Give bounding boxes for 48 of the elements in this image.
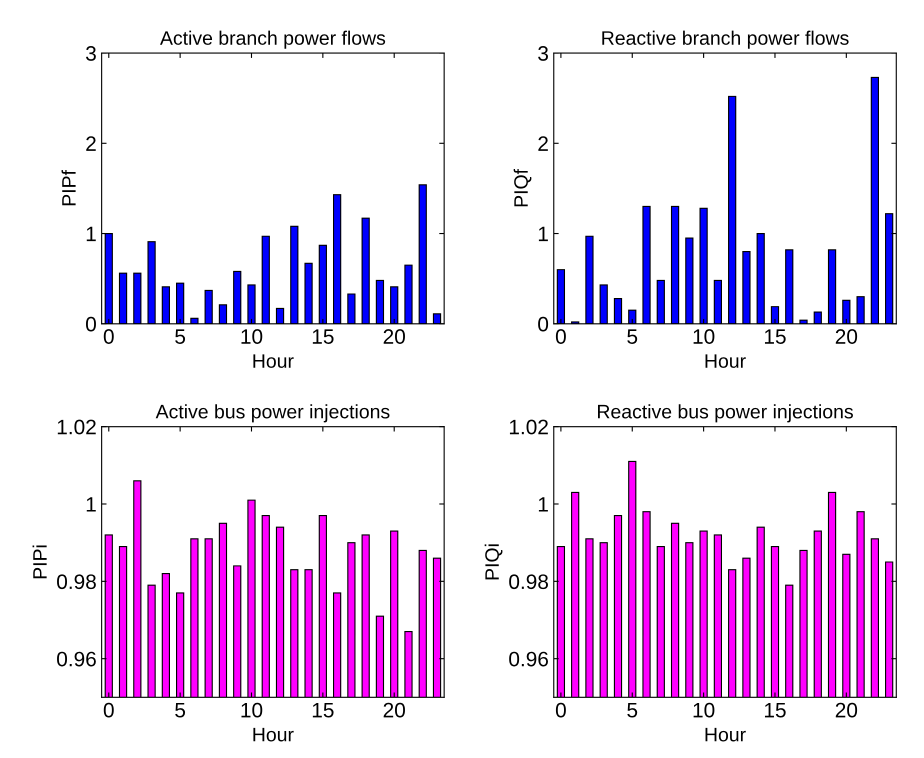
x-tick-label: 5: [175, 329, 186, 344]
x-tick-label: 15: [312, 702, 334, 718]
x-tick-label: 10: [241, 702, 262, 718]
y-tick-label: 3: [538, 46, 548, 61]
y-tick-label: 1.02: [510, 420, 548, 434]
x-tick-label: 10: [694, 702, 714, 718]
x-tick-label: 15: [312, 329, 334, 344]
y-axis-title: PIPf: [62, 170, 76, 206]
x-tick-label: 15: [764, 329, 786, 344]
chart-title: Active branch power flows: [160, 30, 386, 49]
x-tick-label: 0: [556, 702, 566, 718]
y-tick-label: 0.96: [57, 652, 96, 666]
y-tick-label: 2: [538, 136, 548, 151]
y-tick-label: 1.02: [58, 420, 96, 434]
y-tick-label: 0.98: [57, 574, 96, 590]
y-tick-label: 0.96: [509, 652, 548, 666]
chart-title: Reactive bus power injections: [598, 404, 853, 422]
x-tick-label: 10: [241, 329, 262, 344]
x-axis-title: Hour: [253, 354, 294, 368]
x-tick-label: 5: [175, 702, 186, 718]
x-tick-label: 10: [694, 329, 714, 344]
y-tick-label: 1: [86, 497, 96, 512]
x-tick-label: 20: [384, 702, 405, 718]
y-tick-label: 0: [538, 316, 548, 332]
y-tick-label: 1: [538, 226, 548, 242]
x-tick-label: 20: [836, 329, 858, 344]
x-axis-title: Hour: [253, 728, 294, 742]
x-tick-label: 5: [627, 702, 638, 718]
y-axis-title: PIQi: [484, 544, 502, 580]
x-tick-label: 0: [104, 702, 114, 718]
y-tick-label: 0: [86, 316, 96, 332]
y-tick-label: 0.98: [509, 574, 548, 590]
x-tick-label: 0: [104, 329, 114, 344]
x-axis-title: Hour: [706, 354, 746, 368]
x-tick-label: 20: [384, 329, 405, 344]
y-axis-title: PIPi: [32, 545, 47, 578]
y-tick-label: 1: [538, 497, 548, 512]
y-axis-title: PIQf: [514, 168, 532, 206]
y-tick-label: 1: [86, 226, 96, 242]
x-tick-label: 5: [627, 329, 638, 344]
x-tick-label: 0: [556, 329, 566, 344]
x-tick-label: 20: [836, 702, 858, 718]
chart-title: Active bus power injections: [156, 404, 390, 422]
x-axis-title: Hour: [706, 728, 746, 742]
chart-title: Reactive branch power flows: [602, 30, 849, 49]
y-tick-label: 3: [86, 46, 96, 61]
x-tick-label: 15: [764, 702, 786, 718]
y-tick-label: 2: [86, 136, 96, 151]
